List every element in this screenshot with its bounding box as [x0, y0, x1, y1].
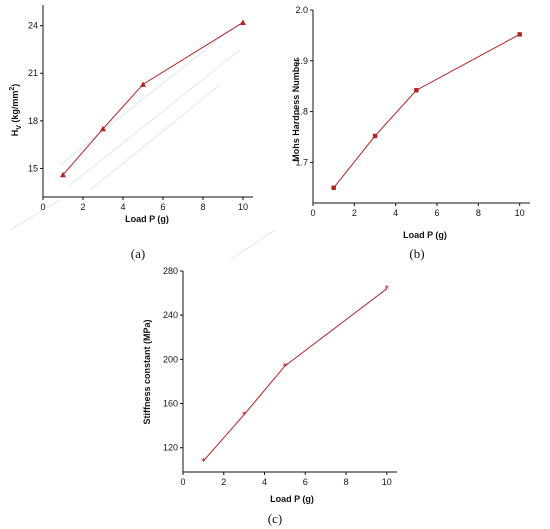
panel-label-c: (c): [268, 511, 282, 526]
x-tick-label: 0: [40, 202, 45, 212]
y-tick-label: 200: [163, 354, 178, 364]
x-tick-label: 6: [160, 202, 165, 212]
x-axis-label-c: Load P (g): [270, 494, 314, 504]
y-tick-label: 21: [28, 68, 38, 78]
y-tick-label: 15: [28, 163, 38, 173]
y-axis-label-b: Mohs Hardness Number: [291, 58, 301, 162]
y-tick-label: 280: [163, 266, 178, 276]
x-axis-label-a: Load P (g): [125, 214, 169, 224]
x-tick-label: 4: [120, 202, 125, 212]
x-tick-label: 2: [352, 208, 357, 218]
chart-b: 0 2 4 6 8 10 1.7 1.8 1.9 2.0 Load P (g) Mohs Har…: [291, 5, 530, 261]
x-tick-label: 10: [382, 477, 392, 487]
x-ticks-a: 0 2 4 6 8 10: [40, 197, 248, 212]
y-ticks-b: 1.7 1.8 1.9 2.0: [295, 5, 313, 167]
x-tick-label: 8: [476, 208, 481, 218]
axes-b: [312, 10, 530, 204]
y-tick-label: 1.8: [295, 107, 308, 117]
y-tick-label: 2.0: [295, 5, 308, 15]
data-point: [517, 32, 522, 37]
x-tick-label: 10: [238, 202, 248, 212]
x-axis-label-b: Load P (g): [403, 230, 447, 240]
y-ticks-a: 15 18 21 24: [28, 21, 43, 173]
data-point: [240, 19, 246, 25]
y-tick-label: 18: [28, 116, 38, 126]
y-axis-label-a: HV (kg/mm2): [9, 84, 23, 137]
data-point: [372, 133, 378, 139]
data-point: *: [201, 456, 206, 467]
watermark-streaks: [9, 29, 276, 261]
y-tick-label: 160: [163, 399, 178, 409]
x-tick-label: 10: [515, 208, 525, 218]
x-tick-label: 4: [262, 477, 267, 487]
panel-label-b: (b): [409, 246, 424, 261]
y-tick-label: 1.7: [295, 157, 308, 167]
data-point: [414, 88, 419, 93]
data-point: *: [384, 284, 389, 295]
y-tick-label: 24: [28, 21, 38, 31]
series-line-b: [333, 33, 520, 189]
y-tick-label: 1.9: [295, 56, 308, 66]
series-line-c: [203, 288, 388, 462]
data-point: [100, 125, 106, 132]
x-tick-label: 8: [200, 202, 205, 212]
x-tick-label: 0: [310, 208, 315, 218]
x-ticks-c: 0 2 4 6 8 10: [180, 472, 392, 487]
x-tick-label: 0: [180, 477, 185, 487]
y-tick-label: 240: [163, 310, 178, 320]
x-ticks-b: 0 2 4 6 8 10: [310, 203, 525, 218]
y-ticks-c: 120 160 200 240 280: [163, 266, 183, 453]
data-point: [140, 81, 146, 87]
axes-a: [42, 5, 253, 198]
series-markers-a: [60, 19, 246, 178]
x-tick-label: 2: [221, 477, 226, 487]
series-line-a: [62, 22, 244, 176]
x-tick-label: 6: [303, 477, 308, 487]
data-point: *: [282, 361, 287, 372]
axes-c: [182, 271, 397, 473]
x-tick-label: 4: [393, 208, 398, 218]
x-tick-label: 8: [344, 477, 349, 487]
data-point: [331, 185, 336, 190]
data-point: *: [242, 410, 247, 421]
series-markers-c: * * * *: [201, 284, 389, 467]
x-tick-label: 6: [434, 208, 439, 218]
x-tick-label: 2: [80, 202, 85, 212]
panel-label-a: (a): [131, 246, 145, 261]
y-axis-label-c: Stiffness constant (MPa): [142, 319, 152, 424]
series-markers-b: [331, 32, 522, 190]
y-tick-label: 120: [163, 443, 178, 453]
data-point: [60, 171, 66, 178]
